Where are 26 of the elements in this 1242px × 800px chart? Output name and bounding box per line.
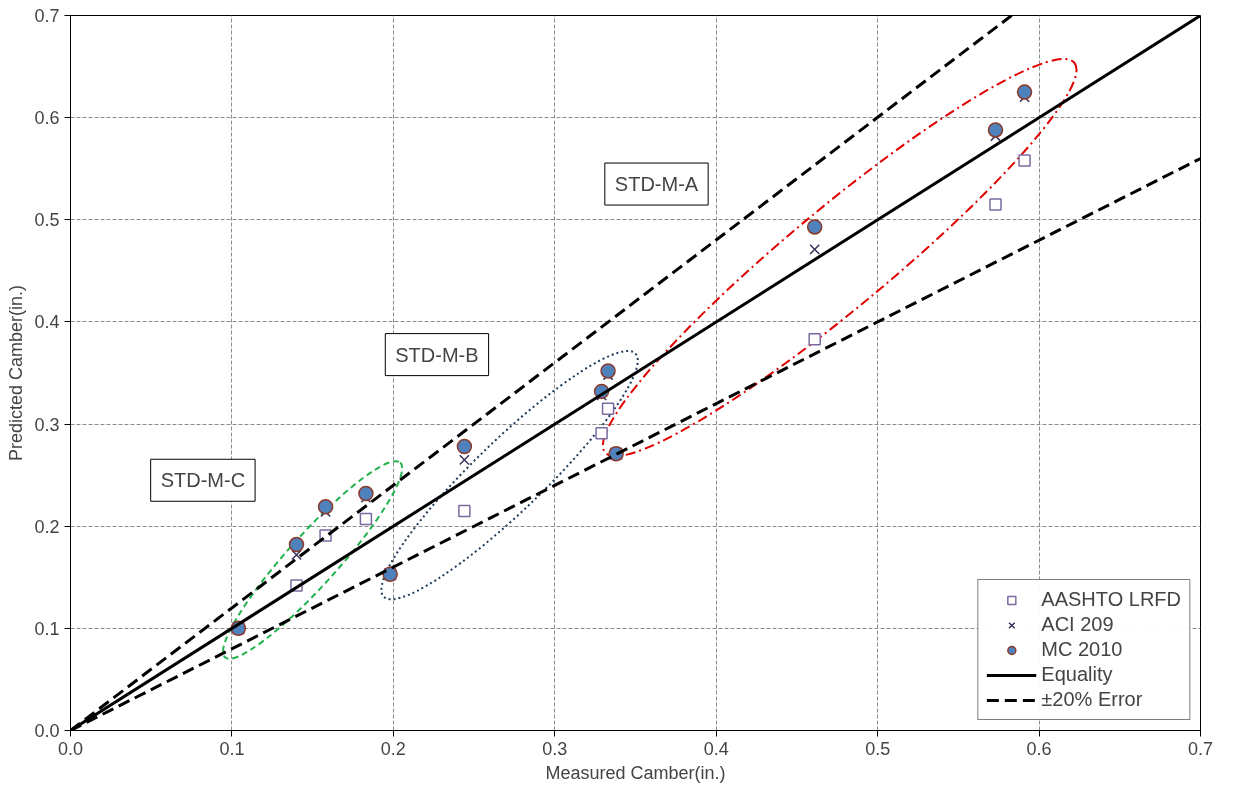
x-tick-label: 0.7 — [1187, 738, 1214, 759]
legend-label: ±20% Error — [1041, 688, 1143, 711]
annotation: STD-M-A — [614, 173, 699, 196]
x-tick-label: 0.4 — [703, 738, 729, 759]
x-tick-label: 0.5 — [865, 738, 891, 759]
annotation: STD-M-C — [160, 469, 246, 492]
x-tick-label: 0.6 — [1026, 738, 1052, 759]
y-tick-label: 0.4 — [34, 312, 60, 333]
y-axis-title: Predicted Camber(in.) — [6, 284, 27, 462]
x-tick-label: 0.2 — [380, 738, 406, 759]
legend-label: AASHTO LRFD — [1041, 588, 1181, 611]
y-tick-label: 0.7 — [34, 6, 60, 26]
x-tick-label: 0.1 — [219, 738, 245, 759]
x-tick-label: 0.0 — [57, 738, 84, 759]
legend-label: MC 2010 — [1041, 638, 1123, 661]
y-tick-label: 0.3 — [34, 414, 60, 435]
y-tick-label: 0.6 — [34, 108, 60, 129]
y-tick-label: 0.1 — [34, 618, 60, 639]
y-tick-label: 0.0 — [34, 721, 60, 741]
y-tick-label: 0.5 — [34, 210, 60, 231]
annotation: STD-M-B — [395, 343, 479, 366]
x-axis-title: Measured Camber(in.) — [545, 762, 726, 783]
y-tick-label: 0.2 — [34, 516, 60, 537]
legend-label: Equality — [1041, 663, 1113, 686]
legend-label: ACI 209 — [1041, 613, 1114, 636]
x-tick-label: 0.3 — [542, 738, 568, 759]
